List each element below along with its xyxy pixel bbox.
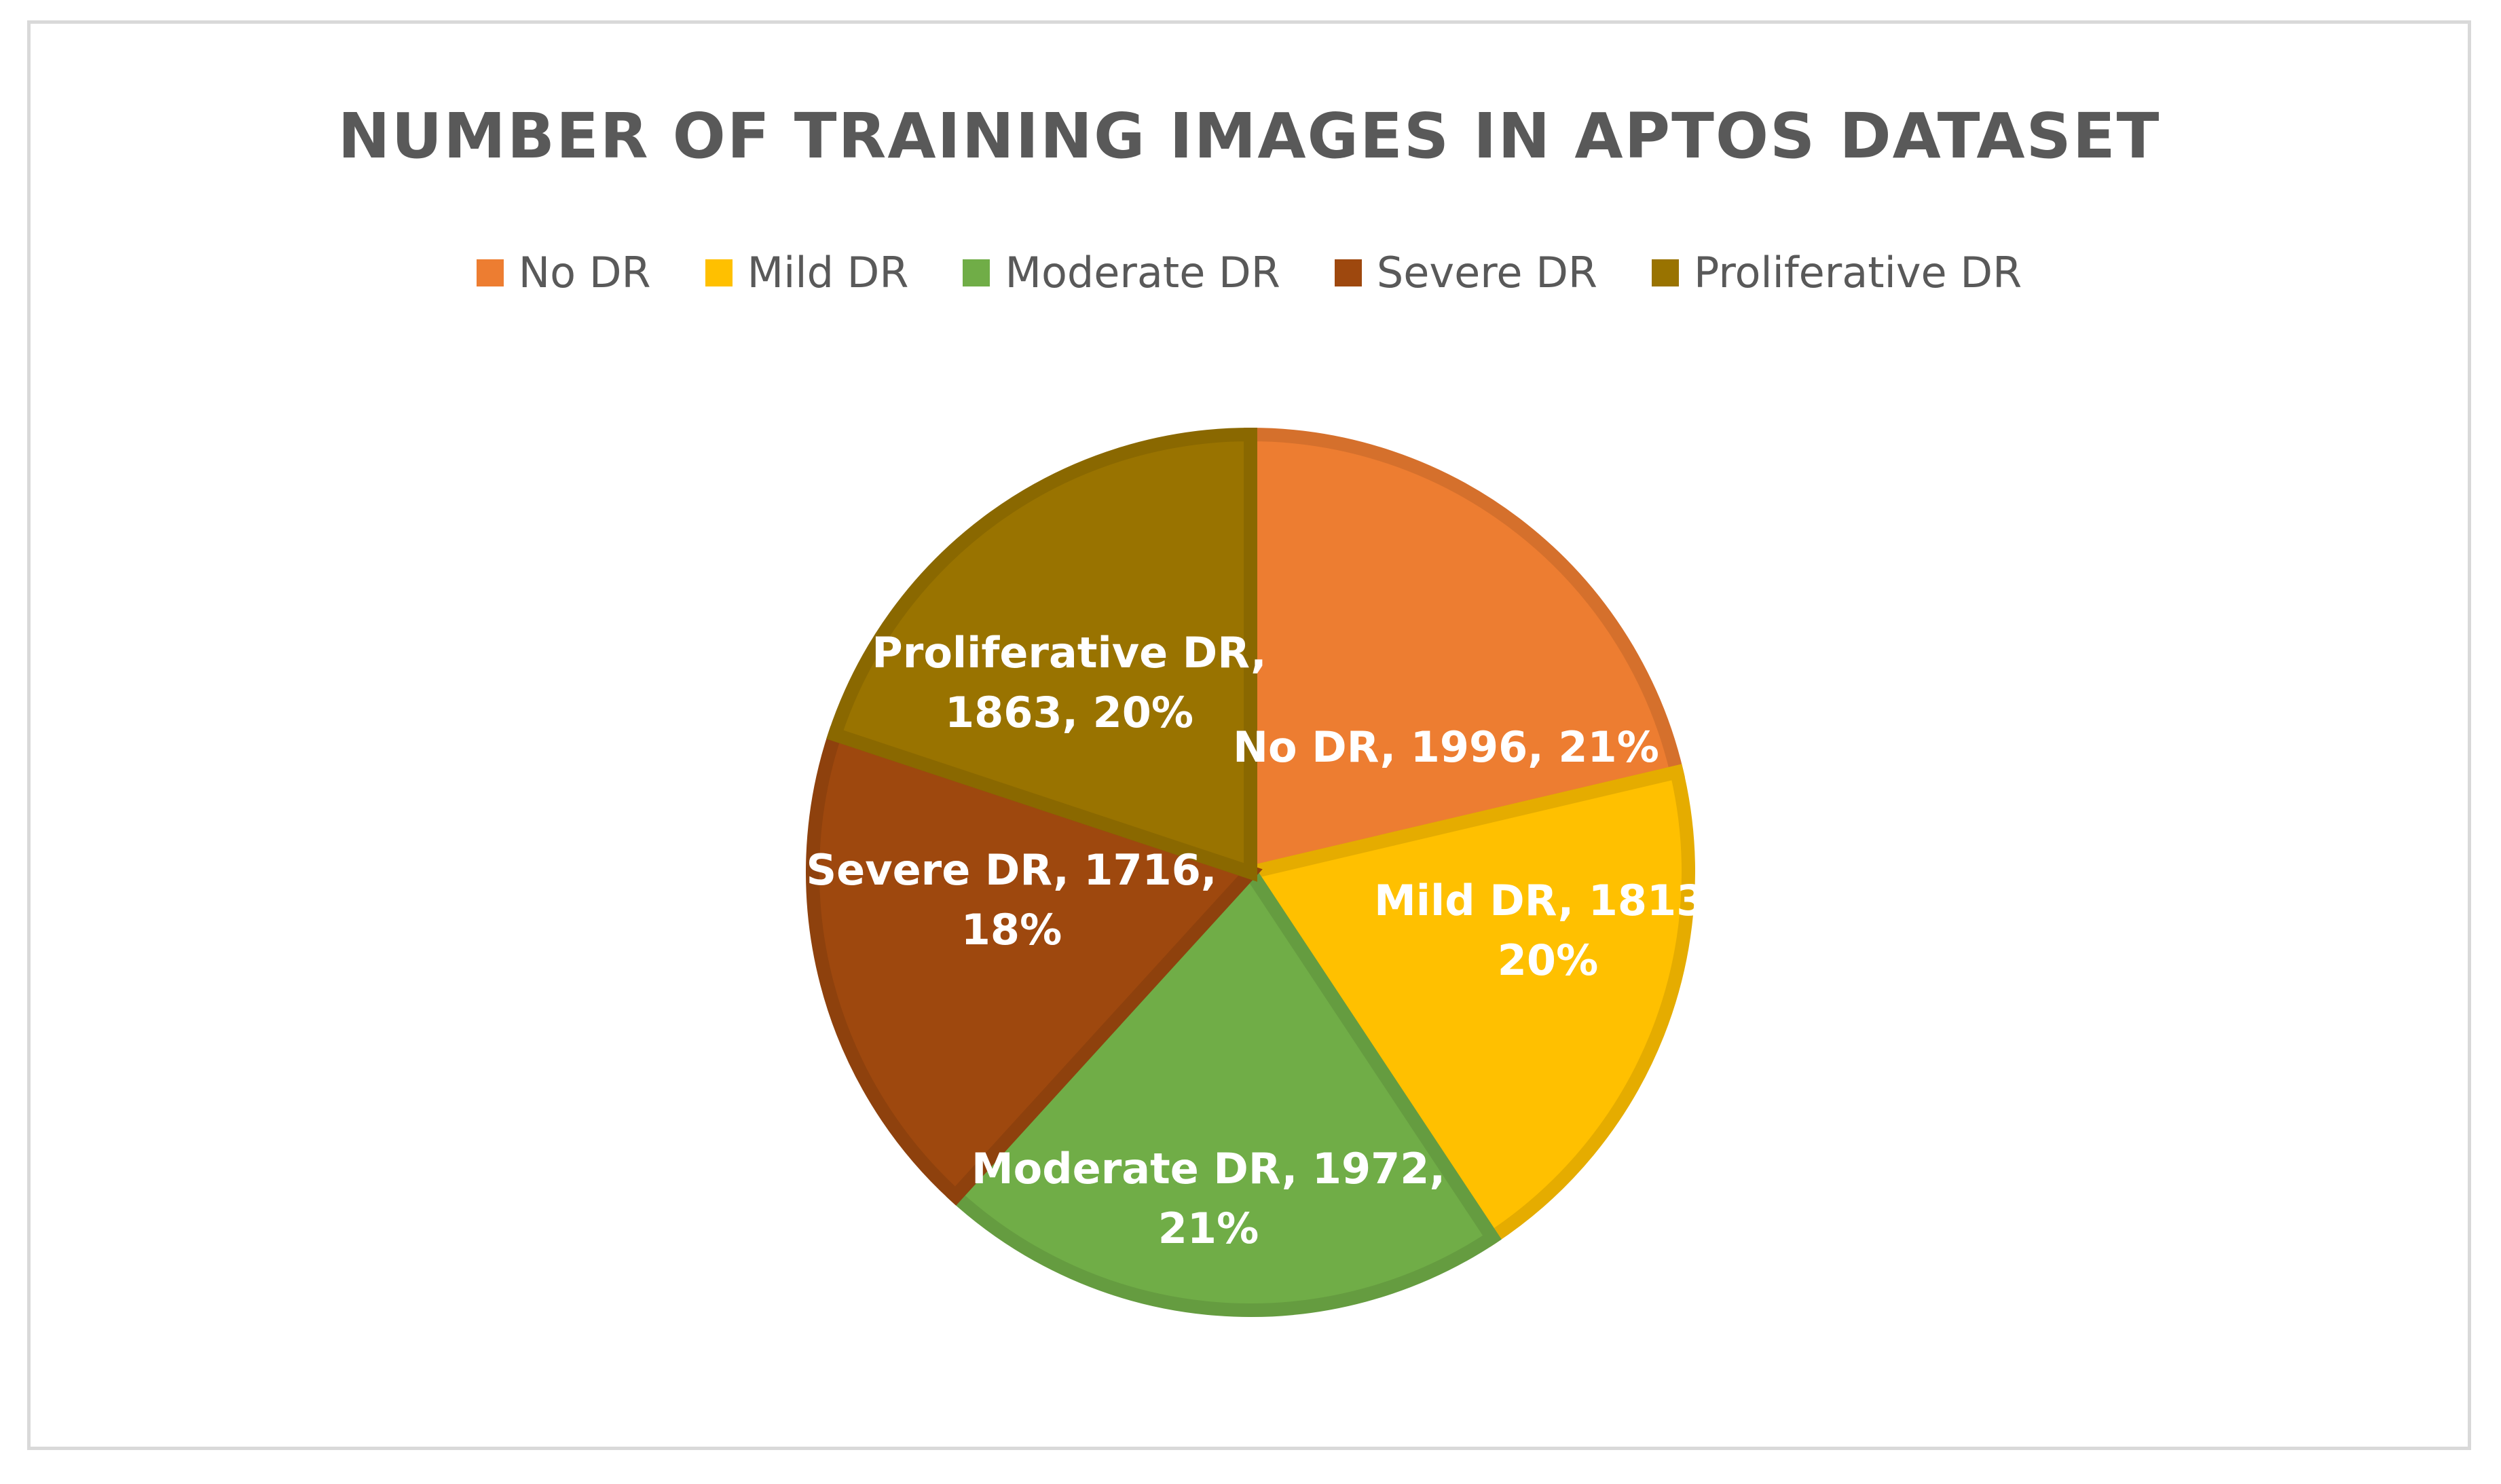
legend-label: No DR bbox=[518, 248, 651, 297]
legend-swatch bbox=[1334, 259, 1362, 286]
pie-slice-no-dr bbox=[1244, 427, 1685, 881]
legend-label: Severe DR bbox=[1376, 248, 1598, 297]
legend: No DR Mild DR Moderate DR Severe DR Prolifer… bbox=[31, 248, 2468, 297]
legend-swatch bbox=[476, 259, 504, 286]
legend-label: Mild DR bbox=[747, 248, 909, 297]
legend-item-no-dr: No DR bbox=[476, 248, 651, 297]
data-label-line: 1863, 20% bbox=[945, 688, 1193, 737]
legend-swatch bbox=[963, 259, 990, 286]
data-label-line: Severe DR, 1716, bbox=[807, 845, 1217, 895]
legend-item-severe-dr: Severe DR bbox=[1334, 248, 1598, 297]
chart-title: NUMBER OF TRAINING IMAGES IN APTOS DATAS… bbox=[337, 100, 2161, 172]
data-label-line: Mild DR, 1813, bbox=[1374, 876, 1722, 925]
legend-item-proliferative-dr: Proliferative DR bbox=[1652, 248, 2022, 297]
pie-slices bbox=[805, 427, 1695, 1317]
pie-slice-proliferative-dr bbox=[826, 427, 1257, 882]
data-label-line: 18% bbox=[961, 905, 1062, 954]
data-label-line: 21% bbox=[1158, 1204, 1259, 1253]
data-label-proliferative-dr: Proliferative DR, 1863, 20% bbox=[872, 628, 1266, 737]
pie-slice-severe-dr bbox=[805, 726, 1263, 1206]
data-label-no-dr: No DR, 1996, 21% bbox=[1233, 722, 1659, 772]
data-label-line: Proliferative DR, bbox=[872, 628, 1266, 678]
data-label-line: Moderate DR, 1972, bbox=[971, 1144, 1445, 1193]
data-label-line: No DR, 1996, 21% bbox=[1233, 722, 1659, 772]
data-label-line: 20% bbox=[1498, 935, 1598, 985]
legend-item-moderate-dr: Moderate DR bbox=[963, 248, 1280, 297]
legend-label: Proliferative DR bbox=[1694, 248, 2022, 297]
data-label-mild-dr: Mild DR, 1813, 20% bbox=[1374, 876, 1722, 985]
pie-slice-mild-dr bbox=[1239, 764, 1695, 1247]
pie-data-labels: No DR, 1996, 21% Mild DR, 1813, 20% Moderat… bbox=[807, 628, 1722, 1253]
data-label-moderate-dr: Moderate DR, 1972, 21% bbox=[971, 1144, 1445, 1253]
legend-swatch bbox=[705, 259, 733, 286]
pie-slice-moderate-dr bbox=[946, 861, 1502, 1317]
legend-swatch bbox=[1652, 259, 1680, 286]
legend-item-mild-dr: Mild DR bbox=[705, 248, 909, 297]
data-label-severe-dr: Severe DR, 1716, 18% bbox=[807, 845, 1217, 954]
legend-label: Moderate DR bbox=[1005, 248, 1280, 297]
